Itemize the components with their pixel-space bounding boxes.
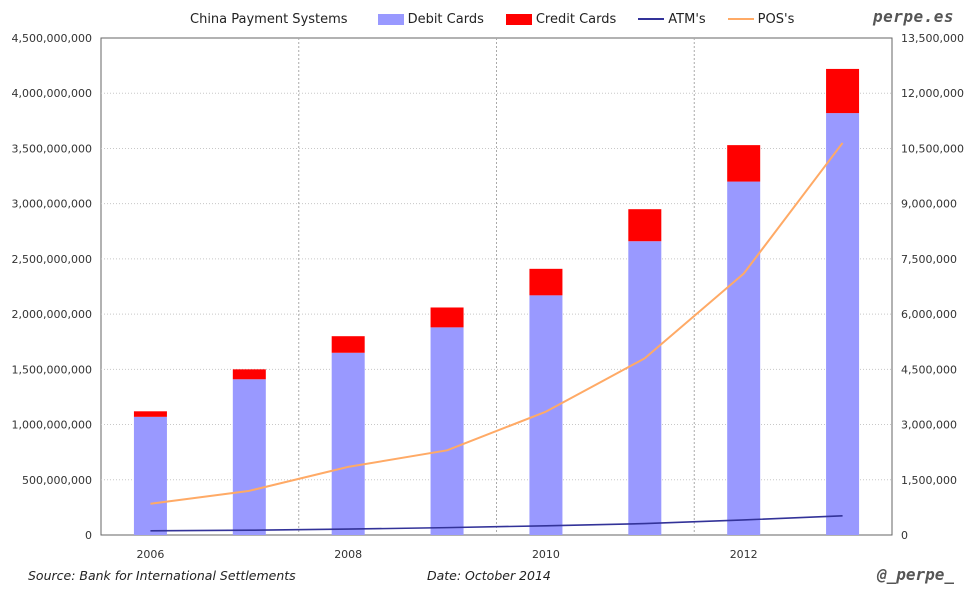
y-left-tick-label: 0 [85, 529, 92, 542]
date-note: Date: October 2014 [427, 568, 551, 583]
y-right-tick-label: 0 [901, 529, 908, 542]
y-left-tick-label: 1,500,000,000 [12, 363, 92, 376]
y-right-tick-label: 1,500,000 [901, 474, 957, 487]
legend-label-debit-cards: Debit Cards [407, 11, 484, 27]
bar-debit-cards [232, 379, 266, 535]
axis-layer: 0 0 500,000,000 1,500,000 1,000,000,000 3,000… [12, 32, 964, 561]
y-right-tick-label: 13,500,000 [901, 32, 964, 45]
y-right-tick-label: 6,000,000 [901, 308, 957, 321]
legend-swatch-credit-cards [505, 13, 532, 25]
bar-debit-cards [133, 416, 167, 535]
brand-logo: perpe.es [872, 7, 954, 26]
legend-item-debit-cards: Debit Cards [377, 11, 484, 27]
bar-debit-cards [727, 181, 761, 536]
bar-credit-cards [430, 307, 464, 328]
bar-credit-cards [133, 411, 167, 417]
legend-swatch-atms [638, 18, 665, 20]
y-left-tick-label: 500,000,000 [22, 474, 92, 487]
bar-credit-cards [232, 369, 266, 380]
y-left-tick-label: 3,000,000,000 [12, 198, 92, 211]
legend-swatch-pos [727, 18, 754, 20]
line-layer [150, 142, 844, 532]
y-left-tick-label: 1,000,000,000 [12, 419, 92, 432]
x-tick-label: 2008 [334, 548, 362, 561]
legend-label-credit-cards: Credit Cards [535, 11, 617, 27]
y-right-tick-label: 12,000,000 [901, 87, 964, 100]
x-tick-label: 2010 [532, 548, 560, 561]
bar-debit-cards [430, 327, 464, 535]
y-right-tick-label: 4,500,000 [901, 363, 957, 376]
legend-label-atms: ATM's [668, 11, 706, 27]
grid-layer [100, 37, 893, 536]
bar-debit-cards [826, 113, 860, 535]
bar-credit-cards [826, 68, 860, 114]
line-pos [150, 142, 844, 505]
y-left-tick-label: 2,500,000,000 [12, 253, 92, 266]
y-left-tick-label: 4,000,000,000 [12, 87, 92, 100]
y-right-tick-label: 10,500,000 [901, 142, 964, 155]
source-note: Source: Bank for International Settlemen… [28, 568, 296, 583]
y-right-tick-label: 9,000,000 [901, 198, 957, 211]
x-tick-label: 2012 [730, 548, 758, 561]
legend-swatch-debit-cards [377, 13, 404, 25]
y-right-tick-label: 3,000,000 [901, 419, 957, 432]
legend-label-pos: POS's [757, 11, 795, 27]
line-atms [150, 515, 843, 532]
bar-credit-cards [331, 336, 365, 353]
bar-debit-cards [331, 352, 365, 535]
legend-item-atms: ATM's [638, 11, 706, 27]
y-left-tick-label: 2,000,000,000 [12, 308, 92, 321]
bar-credit-cards [529, 268, 563, 296]
chart-title: China Payment Systems [190, 11, 348, 27]
bar-debit-cards [628, 241, 662, 535]
y-right-tick-label: 7,500,000 [901, 253, 957, 266]
chart-legend: China Payment Systems Debit Cards Credit… [190, 8, 816, 30]
y-left-tick-label: 3,500,000,000 [12, 142, 92, 155]
bar-credit-cards [727, 145, 761, 182]
author-handle: @_perpe_ [876, 565, 954, 584]
x-tick-label: 2006 [136, 548, 164, 561]
bar-credit-cards [628, 209, 662, 242]
y-left-tick-label: 4,500,000,000 [12, 32, 92, 45]
legend-item-pos: POS's [727, 11, 795, 27]
legend-item-credit-cards: Credit Cards [505, 11, 617, 27]
